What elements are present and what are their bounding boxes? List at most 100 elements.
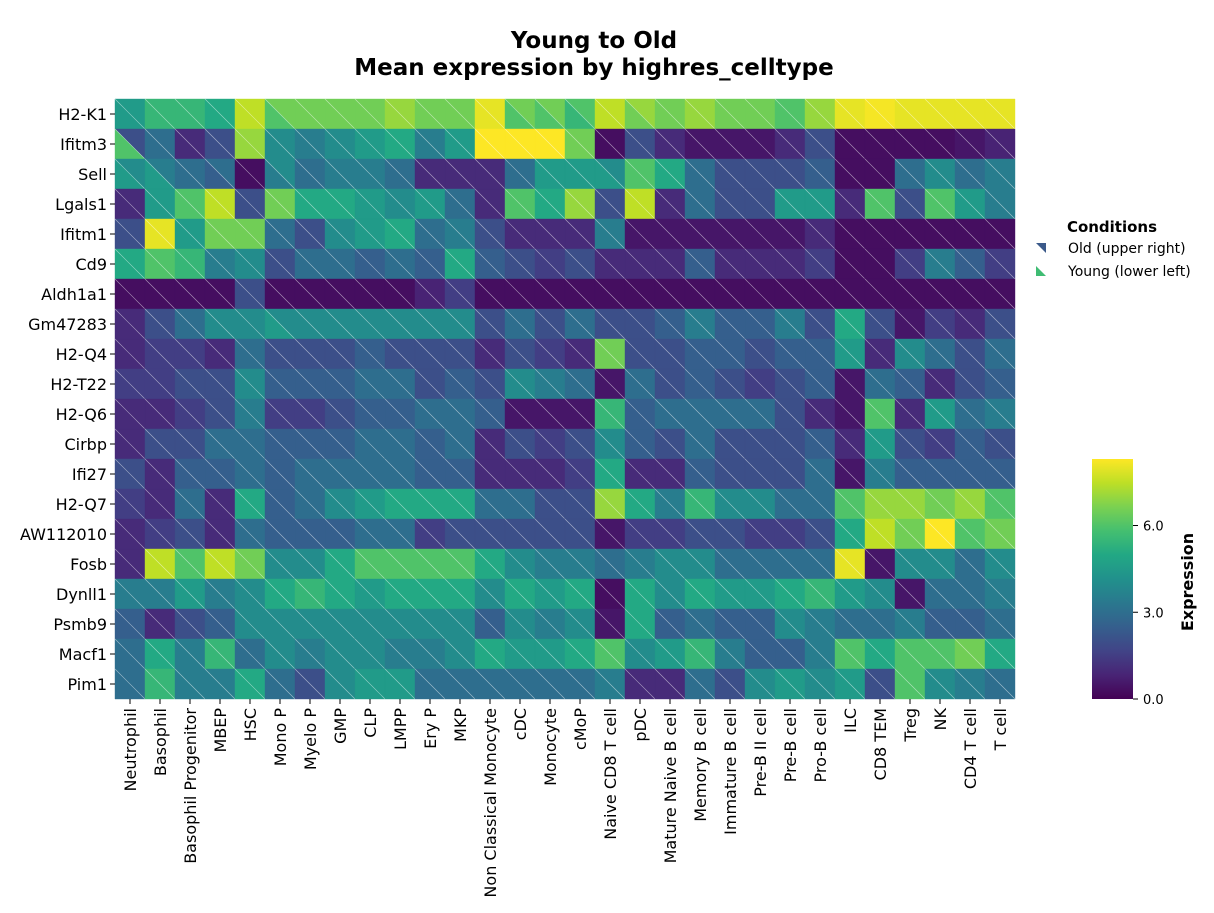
cell-divider bbox=[744, 338, 776, 370]
cell-divider bbox=[954, 368, 986, 400]
cell-divider bbox=[894, 128, 926, 160]
cell-divider bbox=[624, 218, 656, 250]
cell-divider bbox=[234, 608, 266, 640]
cell-divider bbox=[744, 308, 776, 340]
cell-divider bbox=[834, 638, 866, 670]
cell-divider bbox=[564, 338, 596, 370]
x-tick-label: T cell bbox=[991, 708, 1010, 751]
cell-divider bbox=[294, 398, 326, 430]
cell-divider bbox=[144, 338, 176, 370]
cell-divider bbox=[714, 218, 746, 250]
y-tick-label: H2-Q4 bbox=[56, 345, 107, 364]
cell-divider bbox=[384, 368, 416, 400]
cell-divider bbox=[564, 368, 596, 400]
cell-divider bbox=[234, 308, 266, 340]
cell-divider bbox=[144, 428, 176, 460]
cell-divider bbox=[594, 428, 626, 460]
cell-divider bbox=[354, 488, 386, 520]
cell-divider bbox=[234, 128, 266, 160]
cell-divider bbox=[354, 278, 386, 310]
cell-divider bbox=[864, 98, 896, 130]
cell-divider bbox=[324, 188, 356, 220]
cell-divider bbox=[444, 548, 476, 580]
cell-divider bbox=[474, 338, 506, 370]
cell-divider bbox=[504, 518, 536, 550]
cell-divider bbox=[474, 428, 506, 460]
cell-divider bbox=[984, 158, 1016, 190]
cell-divider bbox=[534, 278, 566, 310]
x-tick-label: Mature Naive B cell bbox=[661, 708, 680, 863]
cell-divider bbox=[414, 428, 446, 460]
cell-divider bbox=[174, 518, 206, 550]
cell-divider bbox=[924, 518, 956, 550]
cell-divider bbox=[594, 158, 626, 190]
cell-divider bbox=[984, 128, 1016, 160]
cell-divider bbox=[324, 278, 356, 310]
x-tick-label: Basophil Progenitor bbox=[181, 708, 200, 864]
cell-divider bbox=[294, 278, 326, 310]
cell-divider bbox=[264, 458, 296, 490]
cell-divider bbox=[834, 608, 866, 640]
legend-old-marker bbox=[1036, 243, 1046, 253]
cell-divider bbox=[384, 488, 416, 520]
cell-divider bbox=[954, 668, 986, 700]
cell-divider bbox=[354, 188, 386, 220]
cell-divider bbox=[804, 158, 836, 190]
cell-divider bbox=[324, 518, 356, 550]
cell-divider bbox=[864, 578, 896, 610]
cell-divider bbox=[504, 458, 536, 490]
cell-divider bbox=[624, 608, 656, 640]
cell-divider bbox=[624, 668, 656, 700]
cell-divider bbox=[804, 398, 836, 430]
cell-divider bbox=[144, 668, 176, 700]
cell-divider bbox=[444, 368, 476, 400]
cell-divider bbox=[984, 398, 1016, 430]
x-tick-label: pDC bbox=[631, 708, 650, 742]
cell-divider bbox=[204, 188, 236, 220]
y-tick-label: Cirbp bbox=[64, 435, 107, 454]
cell-divider bbox=[504, 638, 536, 670]
y-tick-label: H2-K1 bbox=[58, 105, 107, 124]
cell-divider bbox=[594, 98, 626, 130]
cell-divider bbox=[294, 578, 326, 610]
cell-divider bbox=[654, 98, 686, 130]
cell-divider bbox=[534, 218, 566, 250]
cell-divider bbox=[834, 338, 866, 370]
cell-divider bbox=[354, 218, 386, 250]
cell-divider bbox=[774, 458, 806, 490]
cell-divider bbox=[654, 188, 686, 220]
cell-divider bbox=[324, 488, 356, 520]
x-tick-label: Immature B cell bbox=[721, 708, 740, 835]
cell-divider bbox=[324, 218, 356, 250]
cell-divider bbox=[504, 578, 536, 610]
cell-divider bbox=[894, 638, 926, 670]
cell-divider bbox=[654, 638, 686, 670]
x-tick-label: CD8 TEM bbox=[871, 708, 890, 780]
cell-divider bbox=[294, 518, 326, 550]
y-tick-label: Lgals1 bbox=[55, 195, 107, 214]
cell-divider bbox=[714, 248, 746, 280]
cell-divider bbox=[774, 518, 806, 550]
cell-divider bbox=[414, 188, 446, 220]
cell-divider bbox=[384, 308, 416, 340]
cell-divider bbox=[174, 128, 206, 160]
cell-divider bbox=[594, 638, 626, 670]
cell-divider bbox=[384, 248, 416, 280]
cell-divider bbox=[114, 518, 146, 550]
cell-divider bbox=[864, 248, 896, 280]
cell-divider bbox=[924, 488, 956, 520]
cell-divider bbox=[534, 98, 566, 130]
cell-divider bbox=[714, 578, 746, 610]
y-tick-label: Ifitm1 bbox=[60, 225, 107, 244]
cell-divider bbox=[594, 248, 626, 280]
cell-divider bbox=[624, 638, 656, 670]
x-tick-label: Non Classical Monocyte bbox=[481, 708, 500, 898]
cell-divider bbox=[984, 488, 1016, 520]
x-tick-label: NK bbox=[931, 708, 950, 731]
cell-divider bbox=[114, 98, 146, 130]
cell-divider bbox=[264, 188, 296, 220]
y-tick-label: H2-T22 bbox=[50, 375, 107, 394]
cell-divider bbox=[504, 398, 536, 430]
cell-divider bbox=[564, 578, 596, 610]
cell-divider bbox=[864, 218, 896, 250]
